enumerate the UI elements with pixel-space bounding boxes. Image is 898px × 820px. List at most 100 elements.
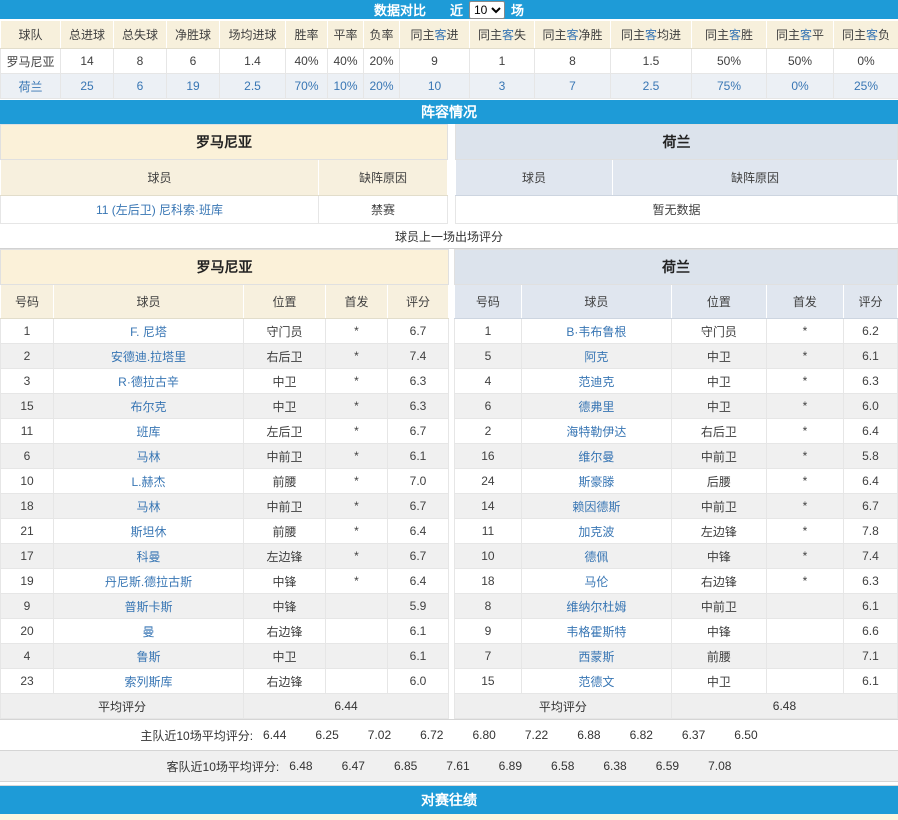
- player-rating: 6.3: [843, 369, 897, 394]
- ratings-col-header: 评分: [843, 285, 897, 319]
- starter-mark: *: [766, 419, 843, 444]
- starter-mark: *: [766, 369, 843, 394]
- ratings-col-header: 评分: [388, 285, 449, 319]
- player-name[interactable]: 科曼: [54, 544, 244, 569]
- player-name[interactable]: L.赫杰: [54, 469, 244, 494]
- ratings-col-header: 首发: [326, 285, 388, 319]
- recent-rating-value: 7.61: [446, 759, 469, 773]
- absent-player-name[interactable]: 11 (左后卫) 尼科索·班库: [1, 196, 319, 224]
- player-name[interactable]: 斯坦休: [54, 519, 244, 544]
- player-name[interactable]: 赖因德斯: [521, 494, 671, 519]
- recent-rating-value: 6.47: [342, 759, 365, 773]
- player-name[interactable]: 丹尼斯.德拉古斯: [54, 569, 244, 594]
- ratings-col-header: 号码: [454, 285, 521, 319]
- player-name[interactable]: R·德拉古辛: [54, 369, 244, 394]
- away-context-highlight: 客: [645, 28, 657, 42]
- player-name[interactable]: B·韦布鲁根: [521, 319, 671, 344]
- player-number: 4: [1, 644, 54, 669]
- player-name[interactable]: 布尔克: [54, 394, 244, 419]
- player-rating: 6.1: [388, 644, 449, 669]
- recent-rating-value: 6.25: [315, 728, 338, 742]
- stats-col-header: 负率: [364, 21, 400, 49]
- player-rating: 6.1: [843, 594, 897, 619]
- player-number: 2: [454, 419, 521, 444]
- lineup-panels: 罗马尼亚 球员 缺阵原因 11 (左后卫) 尼科索·班库 禁赛 荷兰 球员 缺阵…: [0, 124, 898, 224]
- average-rating-value: 6.44: [244, 694, 449, 719]
- stats-col-header: 净胜球: [167, 21, 220, 49]
- no-data-text: 暂无数据: [456, 196, 898, 224]
- player-position: 中卫: [671, 669, 766, 694]
- player-position: 后腰: [671, 469, 766, 494]
- lineup-table-away: 荷兰 球员 缺阵原因 暂无数据: [455, 124, 898, 224]
- absence-reason: 禁赛: [319, 196, 448, 224]
- player-name[interactable]: 班库: [54, 419, 244, 444]
- player-name[interactable]: 德佩: [521, 544, 671, 569]
- player-rating: 7.4: [843, 544, 897, 569]
- player-name[interactable]: 加克波: [521, 519, 671, 544]
- player-name[interactable]: 普斯卡斯: [54, 594, 244, 619]
- recent-rating-value: 6.50: [734, 728, 757, 742]
- stats-col-header: 平率: [328, 21, 364, 49]
- player-number: 2: [1, 344, 54, 369]
- stats-col-header: 胜率: [286, 21, 328, 49]
- player-name[interactable]: 西蒙斯: [521, 644, 671, 669]
- average-rating-label: 平均评分: [454, 694, 671, 719]
- player-name[interactable]: 范德文: [521, 669, 671, 694]
- player-name[interactable]: 海特勒伊达: [521, 419, 671, 444]
- player-name[interactable]: 维纳尔杜姆: [521, 594, 671, 619]
- player-name[interactable]: 斯豪滕: [521, 469, 671, 494]
- stat-value: 1.4: [220, 49, 286, 74]
- player-name[interactable]: 鲁斯: [54, 644, 244, 669]
- player-name[interactable]: 安德迪.拉塔里: [54, 344, 244, 369]
- player-number: 1: [1, 319, 54, 344]
- col-header-player: 球员: [1, 160, 319, 196]
- player-number: 19: [1, 569, 54, 594]
- player-name[interactable]: 索列斯库: [54, 669, 244, 694]
- player-name[interactable]: 曼: [54, 619, 244, 644]
- player-name[interactable]: 韦格霍斯特: [521, 619, 671, 644]
- stats-header-row: 球队总进球总失球净胜球场均进球胜率平率负率同主客进同主客失同主客净胜同主客均进同…: [1, 21, 898, 49]
- player-name[interactable]: 范迪克: [521, 369, 671, 394]
- h2h-header: 对赛往绩: [0, 785, 898, 814]
- starter-mark: *: [766, 344, 843, 369]
- recent-rating-value: 6.72: [420, 728, 443, 742]
- starter-mark: *: [326, 319, 388, 344]
- player-number: 11: [454, 519, 521, 544]
- player-rating: 6.4: [843, 419, 897, 444]
- player-name[interactable]: 维尔曼: [521, 444, 671, 469]
- player-number: 23: [1, 669, 54, 694]
- player-rating: 7.1: [843, 644, 897, 669]
- stat-value: 25%: [834, 74, 898, 99]
- match-count-select[interactable]: 10: [469, 1, 505, 19]
- player-rating: 6.7: [388, 544, 449, 569]
- player-name[interactable]: F. 尼塔: [54, 319, 244, 344]
- stat-value: 10%: [328, 74, 364, 99]
- starter-mark: [326, 594, 388, 619]
- starter-mark: *: [766, 319, 843, 344]
- player-name[interactable]: 阿克: [521, 344, 671, 369]
- matches-label: 场: [511, 0, 524, 19]
- player-number: 15: [454, 669, 521, 694]
- player-name[interactable]: 马林: [54, 444, 244, 469]
- player-number: 10: [1, 469, 54, 494]
- lineup-table-home: 罗马尼亚 球员 缺阵原因 11 (左后卫) 尼科索·班库 禁赛: [0, 124, 448, 224]
- player-name[interactable]: 马伦: [521, 569, 671, 594]
- recent-rating-value: 6.59: [656, 759, 679, 773]
- stat-value: 75%: [692, 74, 767, 99]
- player-name[interactable]: 马林: [54, 494, 244, 519]
- player-name[interactable]: 德弗里: [521, 394, 671, 419]
- starter-mark: [766, 594, 843, 619]
- player-number: 20: [1, 619, 54, 644]
- player-position: 右边锋: [671, 569, 766, 594]
